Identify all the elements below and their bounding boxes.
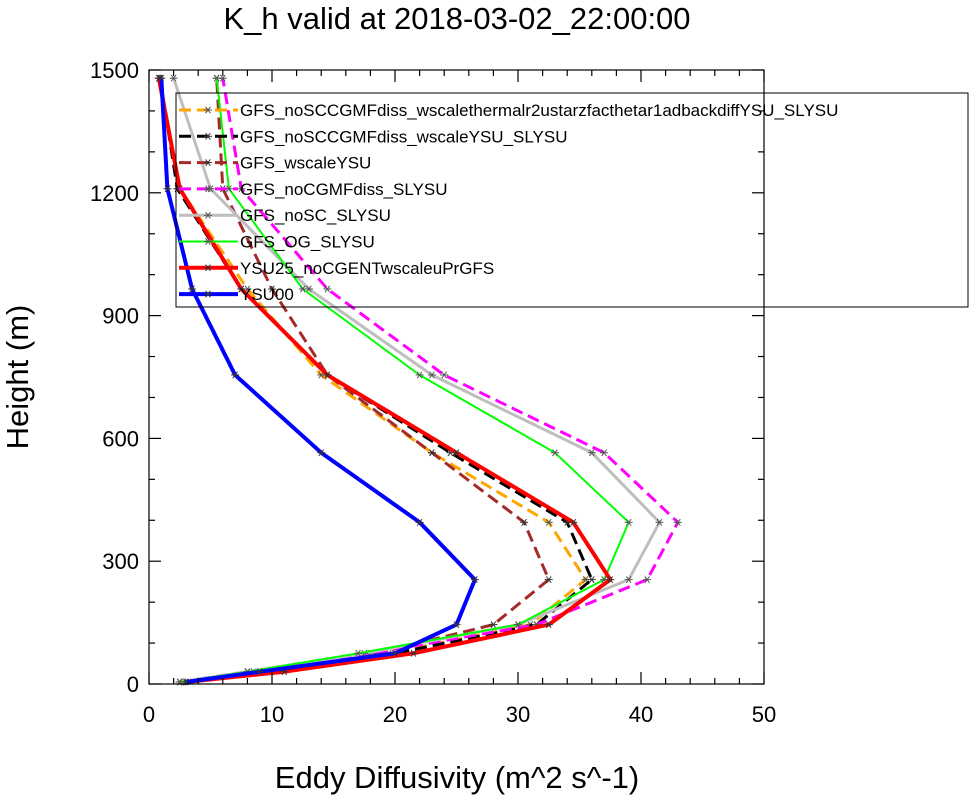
legend: GFS_noSCCGMFdiss_wscalethermalr2ustarzfa…: [175, 92, 969, 308]
plot-frame: [148, 69, 765, 685]
data-point: [452, 621, 461, 629]
chart-title: K_h valid at 2018-03-02_22:00:00: [223, 1, 690, 36]
x-tick-label: 40: [629, 702, 653, 727]
y-tick-label: 0: [127, 672, 139, 697]
data-point: [587, 449, 596, 457]
data-point: [470, 576, 479, 584]
data-point: [204, 264, 212, 272]
data-point: [237, 185, 246, 193]
data-point: [600, 449, 609, 457]
x-tick-label: 10: [260, 702, 284, 727]
x-tick-label: 20: [383, 702, 407, 727]
legend-entry: YSU25_noCGENTwscaleuPrGFS: [179, 259, 494, 278]
data-point: [544, 621, 553, 629]
y-tick-label: 900: [102, 304, 139, 329]
x-tick-label: 0: [143, 702, 155, 727]
data-point: [655, 518, 664, 526]
y-tick-label: 600: [102, 426, 139, 451]
data-point: [268, 285, 276, 293]
data-point: [606, 576, 615, 584]
legend-label: GFS_noSCCGMFdiss_wscaleYSU_SLYSU: [240, 127, 568, 146]
data-point: [237, 285, 246, 293]
x-tick-label: 30: [506, 702, 530, 727]
data-point: [415, 518, 424, 526]
series-GFS_OG_SLYSU: [175, 74, 633, 686]
data-point: [544, 518, 553, 526]
data-point: [520, 518, 529, 526]
data-point: [673, 518, 682, 526]
series-line: [158, 77, 594, 684]
legend-entry: GFS_noSCCGMFdiss_wscalethermalr2ustarzfa…: [179, 101, 838, 120]
series-YSU25_noCGENTwscaleuPrGFS: [154, 74, 615, 686]
data-point: [204, 106, 212, 114]
data-point: [550, 449, 559, 457]
legend-entry: YSU00: [179, 285, 294, 304]
data-point: [163, 185, 172, 193]
legend-entry: GFS_noCGMFdiss_SLYSU: [179, 180, 448, 199]
data-point: [569, 518, 578, 526]
data-point: [440, 371, 449, 379]
legend-entry: GFS_noSC_SLYSU: [179, 206, 391, 225]
data-point: [204, 238, 212, 245]
data-point: [643, 576, 652, 584]
legend-label: GFS_noCGMFdiss_SLYSU: [240, 180, 448, 199]
y-tick-label: 1500: [90, 58, 139, 83]
data-point: [231, 371, 240, 379]
data-point: [169, 74, 178, 82]
y-tick-label: 300: [102, 549, 139, 574]
data-point: [204, 159, 212, 167]
data-point: [255, 668, 264, 676]
data-point: [188, 285, 197, 293]
axis-ticks: 0 10 20 30 40 50 0 300 600 900 1200 1500: [90, 58, 776, 727]
y-tick-label: 1200: [90, 181, 139, 206]
data-point: [452, 449, 461, 457]
data-point: [427, 449, 436, 457]
series-YSU00: [157, 74, 479, 686]
series-GFS_noSCCGMFdiss_wscalethermalr2ustarzfacthetar1adbackdiffYSU_SLYSU: [154, 74, 590, 686]
data-point: [409, 649, 418, 657]
data-point: [323, 371, 332, 379]
legend-label: GFS_OG_SLYSU: [240, 233, 375, 252]
data-point: [427, 371, 436, 379]
legend-box: [175, 92, 969, 308]
data-point: [204, 132, 212, 140]
x-tick-label: 50: [752, 702, 776, 727]
data-point: [212, 74, 221, 82]
data-point: [489, 621, 498, 629]
data-point: [587, 576, 596, 584]
legend-entry: GFS_OG_SLYSU: [179, 233, 375, 252]
x-axis-label: Eddy Diffusivity (m^2 s^-1): [275, 760, 639, 795]
data-point: [323, 285, 332, 293]
data-point: [157, 74, 166, 82]
data-point: [391, 649, 399, 657]
legend-label: YSU00: [240, 285, 294, 304]
legend-label: GFS_wscaleYSU: [240, 154, 371, 173]
series-line: [157, 77, 588, 684]
data-point: [317, 449, 326, 457]
legend-label: YSU25_noCGENTwscaleuPrGFS: [240, 259, 494, 278]
data-point: [415, 371, 424, 379]
data-point: [354, 649, 363, 657]
data-point: [298, 285, 307, 293]
legend-entry: GFS_noSCCGMFdiss_wscaleYSU_SLYSU: [179, 127, 568, 146]
legend-entry: GFS_wscaleYSU: [179, 154, 371, 173]
data-point: [624, 576, 633, 584]
data-point: [544, 576, 553, 584]
data-point: [204, 290, 212, 298]
legend-label: GFS_noSC_SLYSU: [240, 206, 391, 225]
plot-area: [154, 74, 682, 686]
data-point: [514, 621, 522, 629]
data-point: [204, 185, 212, 193]
data-point: [624, 518, 633, 526]
data-point: [204, 211, 212, 219]
legend-label: GFS_noSCCGMFdiss_wscalethermalr2ustarzfa…: [240, 101, 838, 120]
y-axis-label: Height (m): [0, 305, 35, 450]
